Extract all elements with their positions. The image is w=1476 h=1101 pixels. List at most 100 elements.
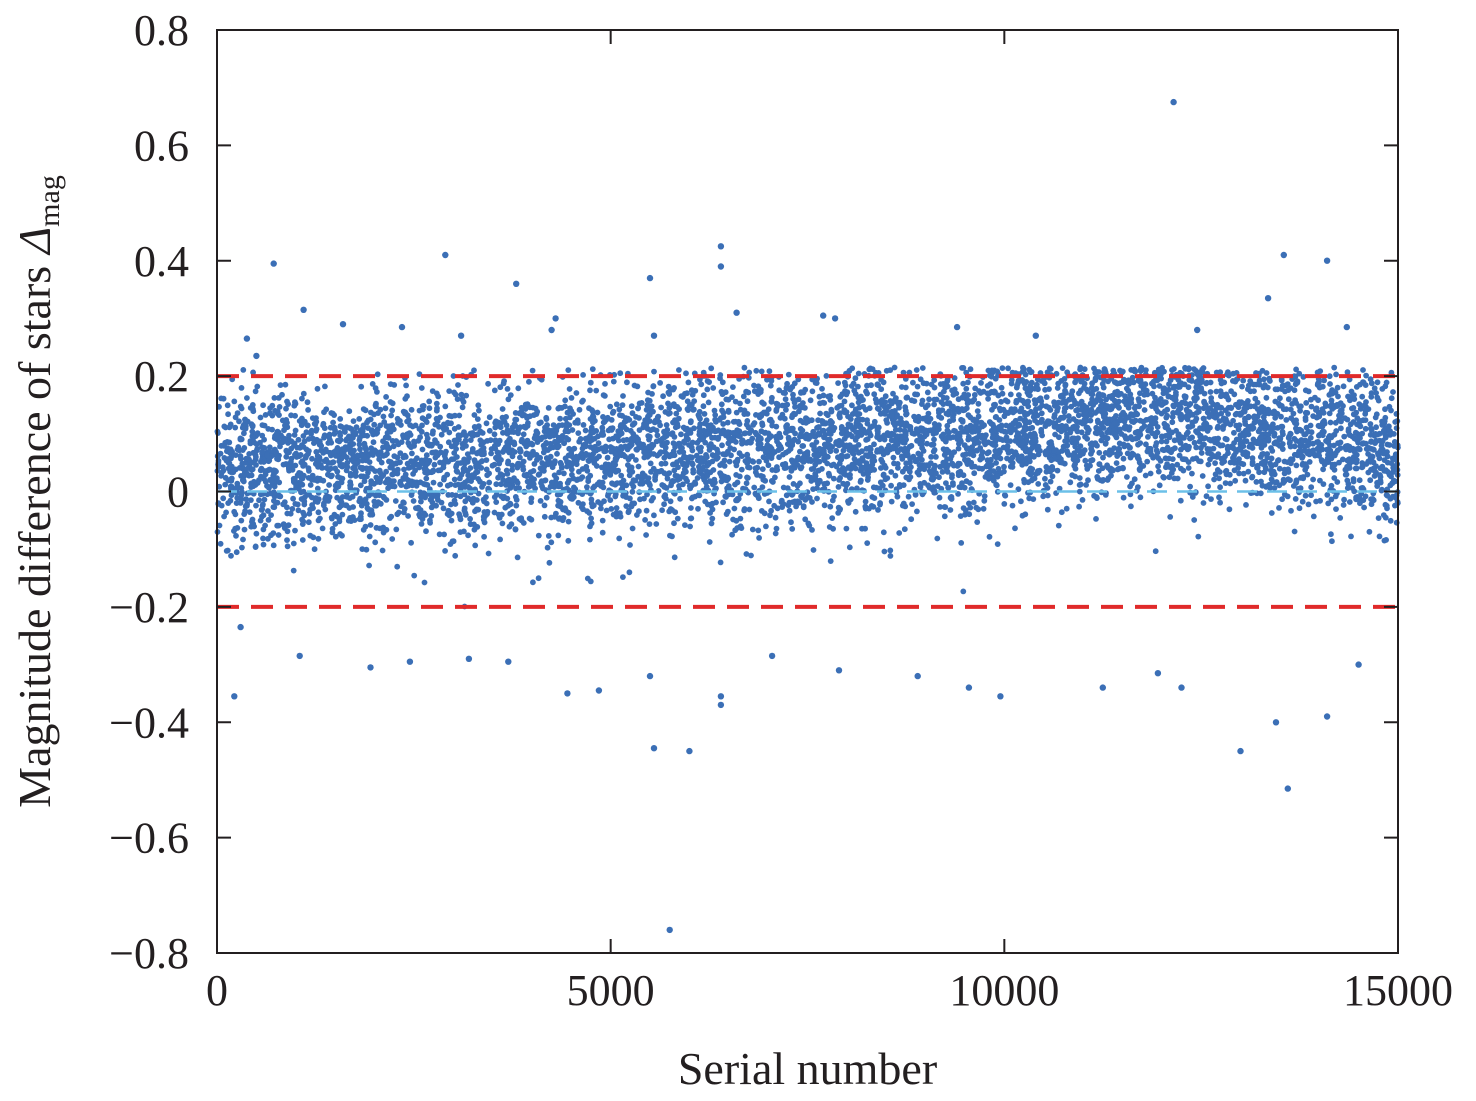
data-point <box>1040 493 1047 500</box>
data-point <box>923 431 930 438</box>
data-point <box>446 429 453 436</box>
data-point <box>776 441 782 448</box>
data-point <box>880 379 887 386</box>
data-point <box>388 412 394 419</box>
data-point <box>672 509 679 516</box>
data-point <box>394 454 401 461</box>
data-point <box>1178 434 1185 441</box>
data-point <box>577 475 584 482</box>
data-point <box>1276 505 1282 511</box>
data-point <box>326 482 332 488</box>
data-point <box>718 401 725 408</box>
data-point <box>1029 466 1036 472</box>
data-point <box>730 384 736 390</box>
data-point <box>366 533 373 540</box>
data-point <box>1228 404 1234 411</box>
data-point <box>453 464 459 470</box>
data-point <box>708 520 715 527</box>
data-point <box>1094 474 1101 480</box>
data-point <box>819 418 826 425</box>
data-point <box>934 483 941 489</box>
data-point <box>1120 455 1127 462</box>
data-point <box>985 395 991 402</box>
data-point <box>546 559 553 566</box>
data-point <box>1198 445 1204 451</box>
data-point <box>1177 414 1184 420</box>
data-point <box>898 453 905 460</box>
data-point <box>1002 492 1009 499</box>
data-point <box>423 431 430 438</box>
data-point <box>1367 477 1374 484</box>
data-point <box>465 532 471 539</box>
data-point <box>1152 415 1159 422</box>
data-point <box>835 484 842 490</box>
data-point <box>1187 435 1193 442</box>
data-point <box>286 467 292 474</box>
data-point <box>284 510 291 517</box>
data-point <box>593 387 600 394</box>
data-point <box>491 461 498 468</box>
data-point <box>708 365 715 372</box>
data-point <box>1115 398 1122 405</box>
data-point <box>1193 455 1200 462</box>
data-point <box>1275 400 1282 407</box>
data-point <box>358 383 365 390</box>
data-point <box>305 519 312 526</box>
data-point <box>1026 366 1033 373</box>
data-point <box>968 459 975 466</box>
data-point <box>1028 379 1035 386</box>
data-point <box>343 454 350 461</box>
data-point <box>660 483 667 489</box>
data-point <box>1131 476 1138 483</box>
data-point <box>791 436 798 443</box>
data-point <box>1166 474 1173 481</box>
data-point <box>646 436 652 443</box>
data-point <box>1092 410 1099 416</box>
data-point <box>748 427 755 434</box>
data-point <box>1297 407 1303 414</box>
data-point <box>423 528 429 535</box>
data-point <box>1328 401 1335 408</box>
data-point <box>890 454 897 461</box>
data-point <box>339 511 346 518</box>
data-point <box>1333 371 1339 378</box>
data-point <box>1022 417 1029 424</box>
data-point <box>1345 426 1352 433</box>
data-point <box>1116 440 1123 447</box>
data-points <box>214 98 1401 934</box>
data-point <box>827 393 833 399</box>
data-point <box>1156 482 1163 489</box>
data-point <box>844 389 851 396</box>
data-point <box>1155 468 1162 475</box>
data-point <box>704 386 711 393</box>
data-point <box>1275 457 1282 463</box>
data-point <box>236 418 242 425</box>
data-point <box>261 496 268 503</box>
data-point <box>561 470 567 477</box>
data-point <box>1333 506 1339 512</box>
data-point <box>942 504 949 510</box>
data-point <box>630 477 637 484</box>
data-point <box>675 415 682 422</box>
data-point <box>1096 449 1103 456</box>
data-point <box>283 405 289 412</box>
data-point <box>1085 477 1091 484</box>
data-point <box>920 380 927 387</box>
data-point <box>446 412 453 419</box>
data-point <box>653 427 660 434</box>
data-point <box>685 427 691 434</box>
data-point <box>783 406 789 413</box>
data-point <box>1329 464 1336 471</box>
data-point <box>623 426 630 433</box>
data-point <box>802 516 809 523</box>
data-point <box>960 380 967 387</box>
data-point <box>292 527 298 534</box>
data-point <box>849 402 855 409</box>
data-point <box>835 380 841 386</box>
data-point <box>666 391 673 397</box>
data-point <box>1180 467 1187 474</box>
data-point <box>563 426 570 432</box>
data-point <box>659 507 665 514</box>
data-point <box>768 507 774 514</box>
data-point <box>232 414 239 421</box>
